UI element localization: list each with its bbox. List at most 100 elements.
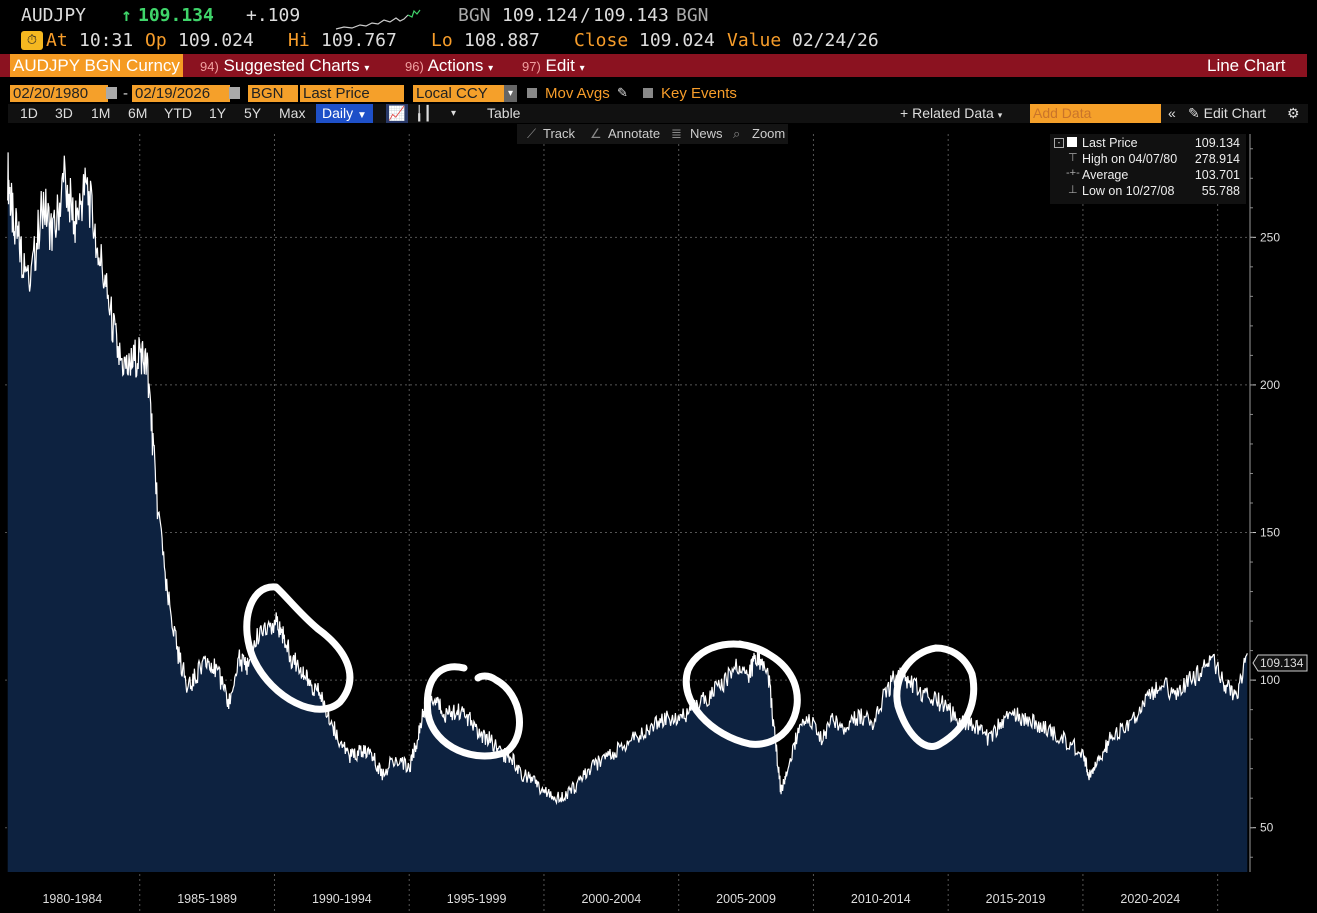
dropdown-arrow-icon: ▾ — [488, 63, 494, 74]
average-marker-icon: -+- — [1066, 167, 1080, 179]
annotation-circle-1 — [243, 583, 354, 713]
bid-ask-separator: / — [580, 5, 591, 26]
x-tick-label: 1980-1984 — [42, 892, 102, 906]
period-toolbar: 1D 3D 1M 6M YTD 1Y 5Y Max Daily ▼ 📈 ╽┃ ▾… — [8, 104, 1308, 123]
annotate-icon[interactable]: ∠ — [590, 126, 602, 141]
ask-price: 109.143 — [593, 5, 669, 26]
source-input[interactable]: BGN — [248, 85, 298, 102]
actions-label: Actions — [427, 56, 484, 75]
edit-chart-button[interactable]: ✎ Edit Chart — [1188, 104, 1266, 123]
dropdown-arrow-icon: ▼ — [357, 110, 367, 121]
plus-icon: + — [900, 105, 913, 121]
at-time: 10:31 — [79, 30, 134, 51]
close-label: Close — [574, 30, 629, 51]
add-data-input[interactable]: Add Data — [1030, 104, 1161, 123]
track-icon[interactable]: ⟋ — [527, 126, 537, 141]
line-chart-icon[interactable]: 📈 — [386, 104, 408, 123]
price-area — [7, 152, 1248, 872]
edit-chart-label: Edit Chart — [1203, 105, 1266, 121]
related-data-menu[interactable]: + Related Data ▾ — [900, 104, 1002, 123]
last-price-marker: 109.134 — [1252, 654, 1308, 672]
key-events-checkbox[interactable] — [643, 88, 653, 98]
calendar-icon[interactable] — [106, 87, 117, 99]
edit-label: Edit — [545, 56, 575, 75]
period-1d[interactable]: 1D — [20, 105, 38, 121]
hand-drawn-annotations — [243, 583, 978, 760]
zoom-button[interactable]: Zoom — [752, 126, 786, 141]
news-icon[interactable]: ≣ — [671, 126, 682, 141]
price-chart[interactable]: 50 100 150 200 250 1980-1984 1985-1989 1990-19… — [0, 124, 1317, 913]
currency-select[interactable]: Local CCY — [413, 85, 507, 102]
key-events-label[interactable]: Key Events — [661, 85, 737, 102]
period-1y[interactable]: 1Y — [209, 105, 227, 121]
period-ytd[interactable]: YTD — [164, 105, 192, 121]
legend-last-value: 109.134 — [1194, 136, 1240, 150]
net-change: +.109 — [246, 5, 301, 26]
x-tick-label: 1990-1994 — [312, 892, 372, 906]
collapse-legend-icon[interactable]: - — [1054, 138, 1064, 148]
track-button[interactable]: Track — [543, 126, 576, 141]
edit-menu[interactable]: 97) Edit ▾ — [522, 54, 585, 77]
field-input[interactable]: Last Price — [300, 85, 404, 102]
annotate-button[interactable]: Annotate — [608, 126, 661, 141]
last-price: 109.134 — [138, 5, 214, 26]
period-1m[interactable]: 1M — [91, 105, 111, 121]
collapse-icon[interactable]: « — [1168, 105, 1176, 121]
table-button[interactable]: Table — [487, 105, 521, 121]
suggested-charts-label: Suggested Charts — [223, 56, 360, 75]
suggested-charts-menu[interactable]: 94) Suggested Charts ▾ — [200, 54, 369, 77]
actions-number: 96) — [405, 59, 424, 74]
legend-low-label: Low on 10/27/08 — [1082, 184, 1175, 198]
x-tick-label: 2020-2024 — [1120, 892, 1180, 906]
ticker-label: AUDJPY — [21, 5, 87, 26]
mov-avgs-checkbox[interactable] — [527, 88, 537, 98]
x-tick-label: 2010-2014 — [851, 892, 911, 906]
at-label: At — [46, 30, 68, 51]
high-marker-icon: ⊤ — [1068, 152, 1078, 164]
dropdown-arrow-icon: ▾ — [997, 110, 1003, 120]
high-price: 109.767 — [321, 30, 397, 51]
legend-last-label: Last Price — [1082, 136, 1138, 150]
x-tick-label: 2015-2019 — [986, 892, 1046, 906]
chart-style-dropdown-icon[interactable]: ▾ — [451, 108, 457, 119]
high-label: Hi — [288, 30, 310, 51]
pencil-icon[interactable]: ✎ — [617, 85, 628, 100]
y-tick-label: 50 — [1260, 821, 1274, 835]
bid-price: 109.124 — [502, 5, 578, 26]
last-price-axis-label: 109.134 — [1260, 656, 1304, 670]
calendar-icon[interactable] — [229, 87, 240, 99]
value-date: 02/24/26 — [792, 30, 879, 51]
x-tick-label: 2000-2004 — [581, 892, 641, 906]
quote-header: AUDJPY ↑ 109.134 +.109 BGN 109.124 / 109… — [0, 5, 1317, 30]
period-3d[interactable]: 3D — [55, 105, 73, 121]
dropdown-arrow-icon[interactable]: ▾ — [504, 85, 517, 102]
chart-settings-row: 02/20/1980 - 02/19/2026 BGN Last Price L… — [0, 85, 1317, 103]
dropdown-arrow-icon: ▾ — [364, 63, 370, 74]
period-max[interactable]: Max — [279, 105, 306, 121]
x-tick-label: 1985-1989 — [177, 892, 237, 906]
end-date-input[interactable]: 02/19/2026 — [132, 85, 230, 102]
bar-chart-icon[interactable]: ╽┃ — [415, 105, 432, 121]
bid-source: BGN — [458, 5, 491, 26]
period-6m[interactable]: 6M — [128, 105, 148, 121]
frequency-select[interactable]: Daily ▼ — [316, 104, 373, 123]
actions-menu[interactable]: 96) Actions ▾ — [405, 54, 493, 77]
gear-icon[interactable]: ⚙ — [1287, 105, 1300, 121]
mov-avgs-label[interactable]: Mov Avgs — [545, 85, 610, 102]
low-label: Lo — [431, 30, 453, 51]
date-dash: - — [123, 85, 128, 102]
annotation-circle-4 — [893, 644, 978, 750]
low-marker-icon: ⊥ — [1068, 184, 1078, 196]
security-field[interactable]: AUDJPY BGN Curncy — [10, 54, 183, 77]
period-5y[interactable]: 5Y — [244, 105, 262, 121]
x-tick-label: 2005-2009 — [716, 892, 776, 906]
y-tick-label: 100 — [1260, 673, 1280, 687]
edit-number: 97) — [522, 59, 541, 74]
x-tick-label: 1995-1999 — [447, 892, 507, 906]
chart-type-title: Line Chart — [1207, 56, 1286, 75]
pencil-icon: ✎ — [1188, 105, 1204, 121]
start-date-input[interactable]: 02/20/1980 — [10, 85, 108, 102]
annotation-circle-2 — [423, 663, 523, 760]
zoom-icon[interactable]: ⌕ — [733, 126, 741, 141]
news-button[interactable]: News — [690, 126, 723, 141]
